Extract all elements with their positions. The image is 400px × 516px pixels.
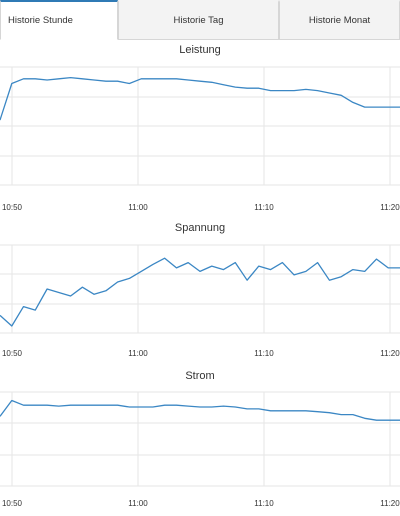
x-tick-label: 10:50	[2, 349, 23, 358]
x-tick-label: 11:10	[254, 203, 274, 212]
tab-historie-monat[interactable]: Historie Monat	[279, 0, 400, 40]
tab-label: Historie Tag	[173, 15, 224, 26]
chart-title: Spannung	[175, 222, 225, 234]
x-tick-label: 11:00	[128, 349, 148, 358]
tab-label: Historie Stunde	[8, 15, 73, 26]
chart-title: Strom	[185, 370, 214, 382]
x-tick-label: 11:10	[254, 499, 274, 508]
chart-title: Leistung	[179, 44, 221, 56]
x-tick-label: 11:20	[380, 499, 400, 508]
x-tick-label: 11:10	[254, 349, 274, 358]
x-tick-label: 11:20	[380, 349, 400, 358]
tab-historie-tag[interactable]: Historie Tag	[118, 0, 279, 40]
x-tick-label: 11:00	[128, 203, 148, 212]
series-line	[0, 76, 400, 121]
x-tick-label: 10:50	[2, 499, 23, 508]
series-line	[0, 399, 400, 421]
tab-bar: Historie Stunde Historie Tag Historie Mo…	[0, 0, 400, 41]
tab-historie-stunde[interactable]: Historie Stunde	[0, 0, 118, 40]
x-tick-label: 11:00	[128, 499, 148, 508]
x-tick-label: 11:20	[380, 203, 400, 212]
series-line	[0, 257, 400, 327]
tab-label: Historie Monat	[308, 15, 371, 26]
x-tick-label: 10:50	[2, 203, 23, 212]
